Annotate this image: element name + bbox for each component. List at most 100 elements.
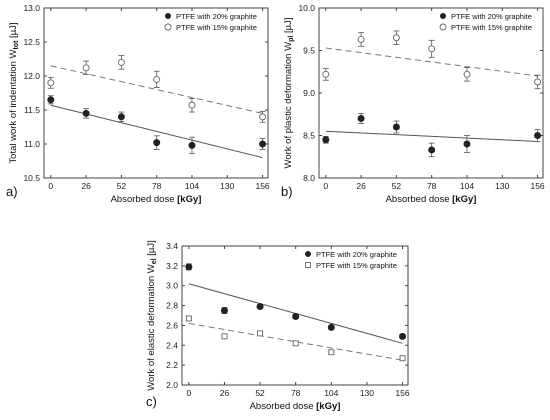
x-axis-unit: [kGy] [452, 194, 476, 205]
panel-label: a) [6, 184, 18, 199]
chart-panel-a: 0 26 52 78 104 130 156 10.5 11.0 11.5 12.0 12.5 13.0… [6, 3, 270, 205]
data-point [256, 303, 264, 311]
y-tick-label: 2.6 [166, 320, 178, 330]
x-tick-label: 104 [324, 388, 338, 398]
y-axis-label-subscript: pl [288, 36, 295, 42]
y-axis-label-subscript: el [151, 258, 158, 264]
y-axis-unit: [µJ] [8, 22, 19, 40]
series-ptfe-20-graphite [185, 263, 407, 344]
legend-label: PTFE with 15% graphite [176, 23, 257, 32]
x-axis-label: Absorbed dose [kGy] [386, 194, 477, 205]
x-tick-label: 156 [395, 388, 409, 398]
y-tick-label: 3.0 [166, 281, 178, 291]
y-axis-label: Work of plastic deformation Wpl [µJ] [283, 18, 295, 169]
y-tick-label: 9.0 [303, 88, 315, 98]
x-tick-label: 130 [360, 388, 374, 398]
data-point [221, 333, 228, 340]
data-point [185, 315, 192, 322]
x-tick-label: 0 [323, 181, 328, 191]
data-point [153, 139, 161, 147]
y-tick-label: 11.0 [24, 139, 40, 149]
x-tick-label: 104 [460, 181, 474, 191]
data-point [47, 96, 55, 104]
x-tick-label: 26 [220, 388, 230, 398]
data-point [463, 70, 471, 78]
series-ptfe-15-graphite [185, 315, 406, 362]
x-tick-label: 52 [117, 181, 127, 191]
y-tick-label: 2.4 [166, 340, 178, 350]
data-point [257, 330, 264, 337]
legend-marker [305, 262, 311, 268]
data-point [117, 113, 125, 121]
data-point [153, 75, 161, 83]
data-point [327, 323, 335, 331]
x-axis-unit: [kGy] [177, 194, 201, 205]
y-axis-unit: [µJ] [146, 240, 157, 258]
y-tick-label: 13.0 [23, 3, 40, 13]
data-point [259, 140, 267, 148]
y-axis-label: Work of elastic deformation Wel [µJ] [146, 240, 158, 391]
x-axis-label: Absorbed dose [kGy] [250, 401, 341, 412]
y-tick-label: 2.2 [166, 360, 178, 370]
x-tick-label: 78 [427, 181, 437, 191]
y-tick-label: 8.5 [303, 131, 315, 141]
legend-marker [165, 13, 171, 19]
x-axis-label-text: Absorbed dose [111, 194, 178, 205]
legend-label: PTFE with 15% graphite [451, 23, 532, 32]
y-axis-label-subscript: tot [13, 40, 20, 50]
data-point [399, 332, 407, 340]
fit-line [188, 322, 403, 361]
fit-line [50, 65, 263, 114]
x-tick-label: 104 [185, 181, 199, 191]
data-point [534, 78, 542, 86]
y-tick-label: 9.5 [303, 46, 315, 56]
x-tick-label: 26 [356, 181, 366, 191]
y-axis-label: Total work of indentation Wtot [µJ] [8, 22, 20, 163]
plot-frame [181, 245, 409, 386]
data-point [357, 36, 365, 43]
legend-marker [440, 13, 446, 19]
chart-panel-c: 0 26 52 78 104 130 156 2.0 2.2 2.4 2.6 2.8 3.0 3.2 3.4… [146, 240, 410, 412]
x-axis-label: Absorbed dose [kGy] [111, 194, 202, 205]
legend-marker [164, 23, 172, 31]
y-tick-label: 10.0 [298, 3, 315, 13]
legend-label: PTFE with 20% graphite [176, 12, 257, 21]
data-point [292, 340, 299, 347]
y-tick-label: 11.5 [24, 105, 40, 115]
y-axis-unit: [µJ] [283, 18, 294, 36]
data-point [534, 132, 542, 139]
x-tick-label: 78 [152, 181, 162, 191]
data-point [82, 64, 90, 72]
series-ptfe-20-graphite [322, 113, 542, 158]
data-point [322, 136, 330, 144]
data-point [185, 263, 193, 271]
data-point [188, 101, 196, 109]
y-tick-label: 10.5 [23, 173, 40, 183]
data-point [292, 312, 300, 320]
legend-marker [439, 23, 447, 31]
series-ptfe-15-graphite [322, 30, 542, 90]
x-tick-label: 52 [392, 181, 402, 191]
data-point [328, 349, 335, 356]
x-tick-label: 52 [255, 388, 265, 398]
panel-label: b) [281, 184, 293, 199]
data-point [117, 58, 125, 66]
panel-label: c) [146, 394, 157, 409]
y-tick-label: 8.0 [303, 173, 315, 183]
legend-label: PTFE with 15% graphite [316, 261, 397, 270]
plot-frame [43, 7, 269, 179]
y-tick-label: 3.4 [166, 241, 178, 251]
y-axis-label-text: Work of plastic deformation W [283, 42, 294, 169]
x-tick-label: 130 [220, 181, 234, 191]
x-tick-label: 0 [186, 388, 191, 398]
legend-marker [305, 251, 311, 257]
data-point [47, 79, 55, 87]
y-axis-label-text: Work of elastic deformation W [146, 264, 157, 391]
data-point [463, 140, 471, 148]
y-tick-label: 12.0 [23, 71, 40, 81]
series-ptfe-20-graphite [47, 95, 267, 159]
data-point [399, 355, 406, 362]
x-axis-label-text: Absorbed dose [386, 194, 453, 205]
fit-line [325, 47, 538, 77]
